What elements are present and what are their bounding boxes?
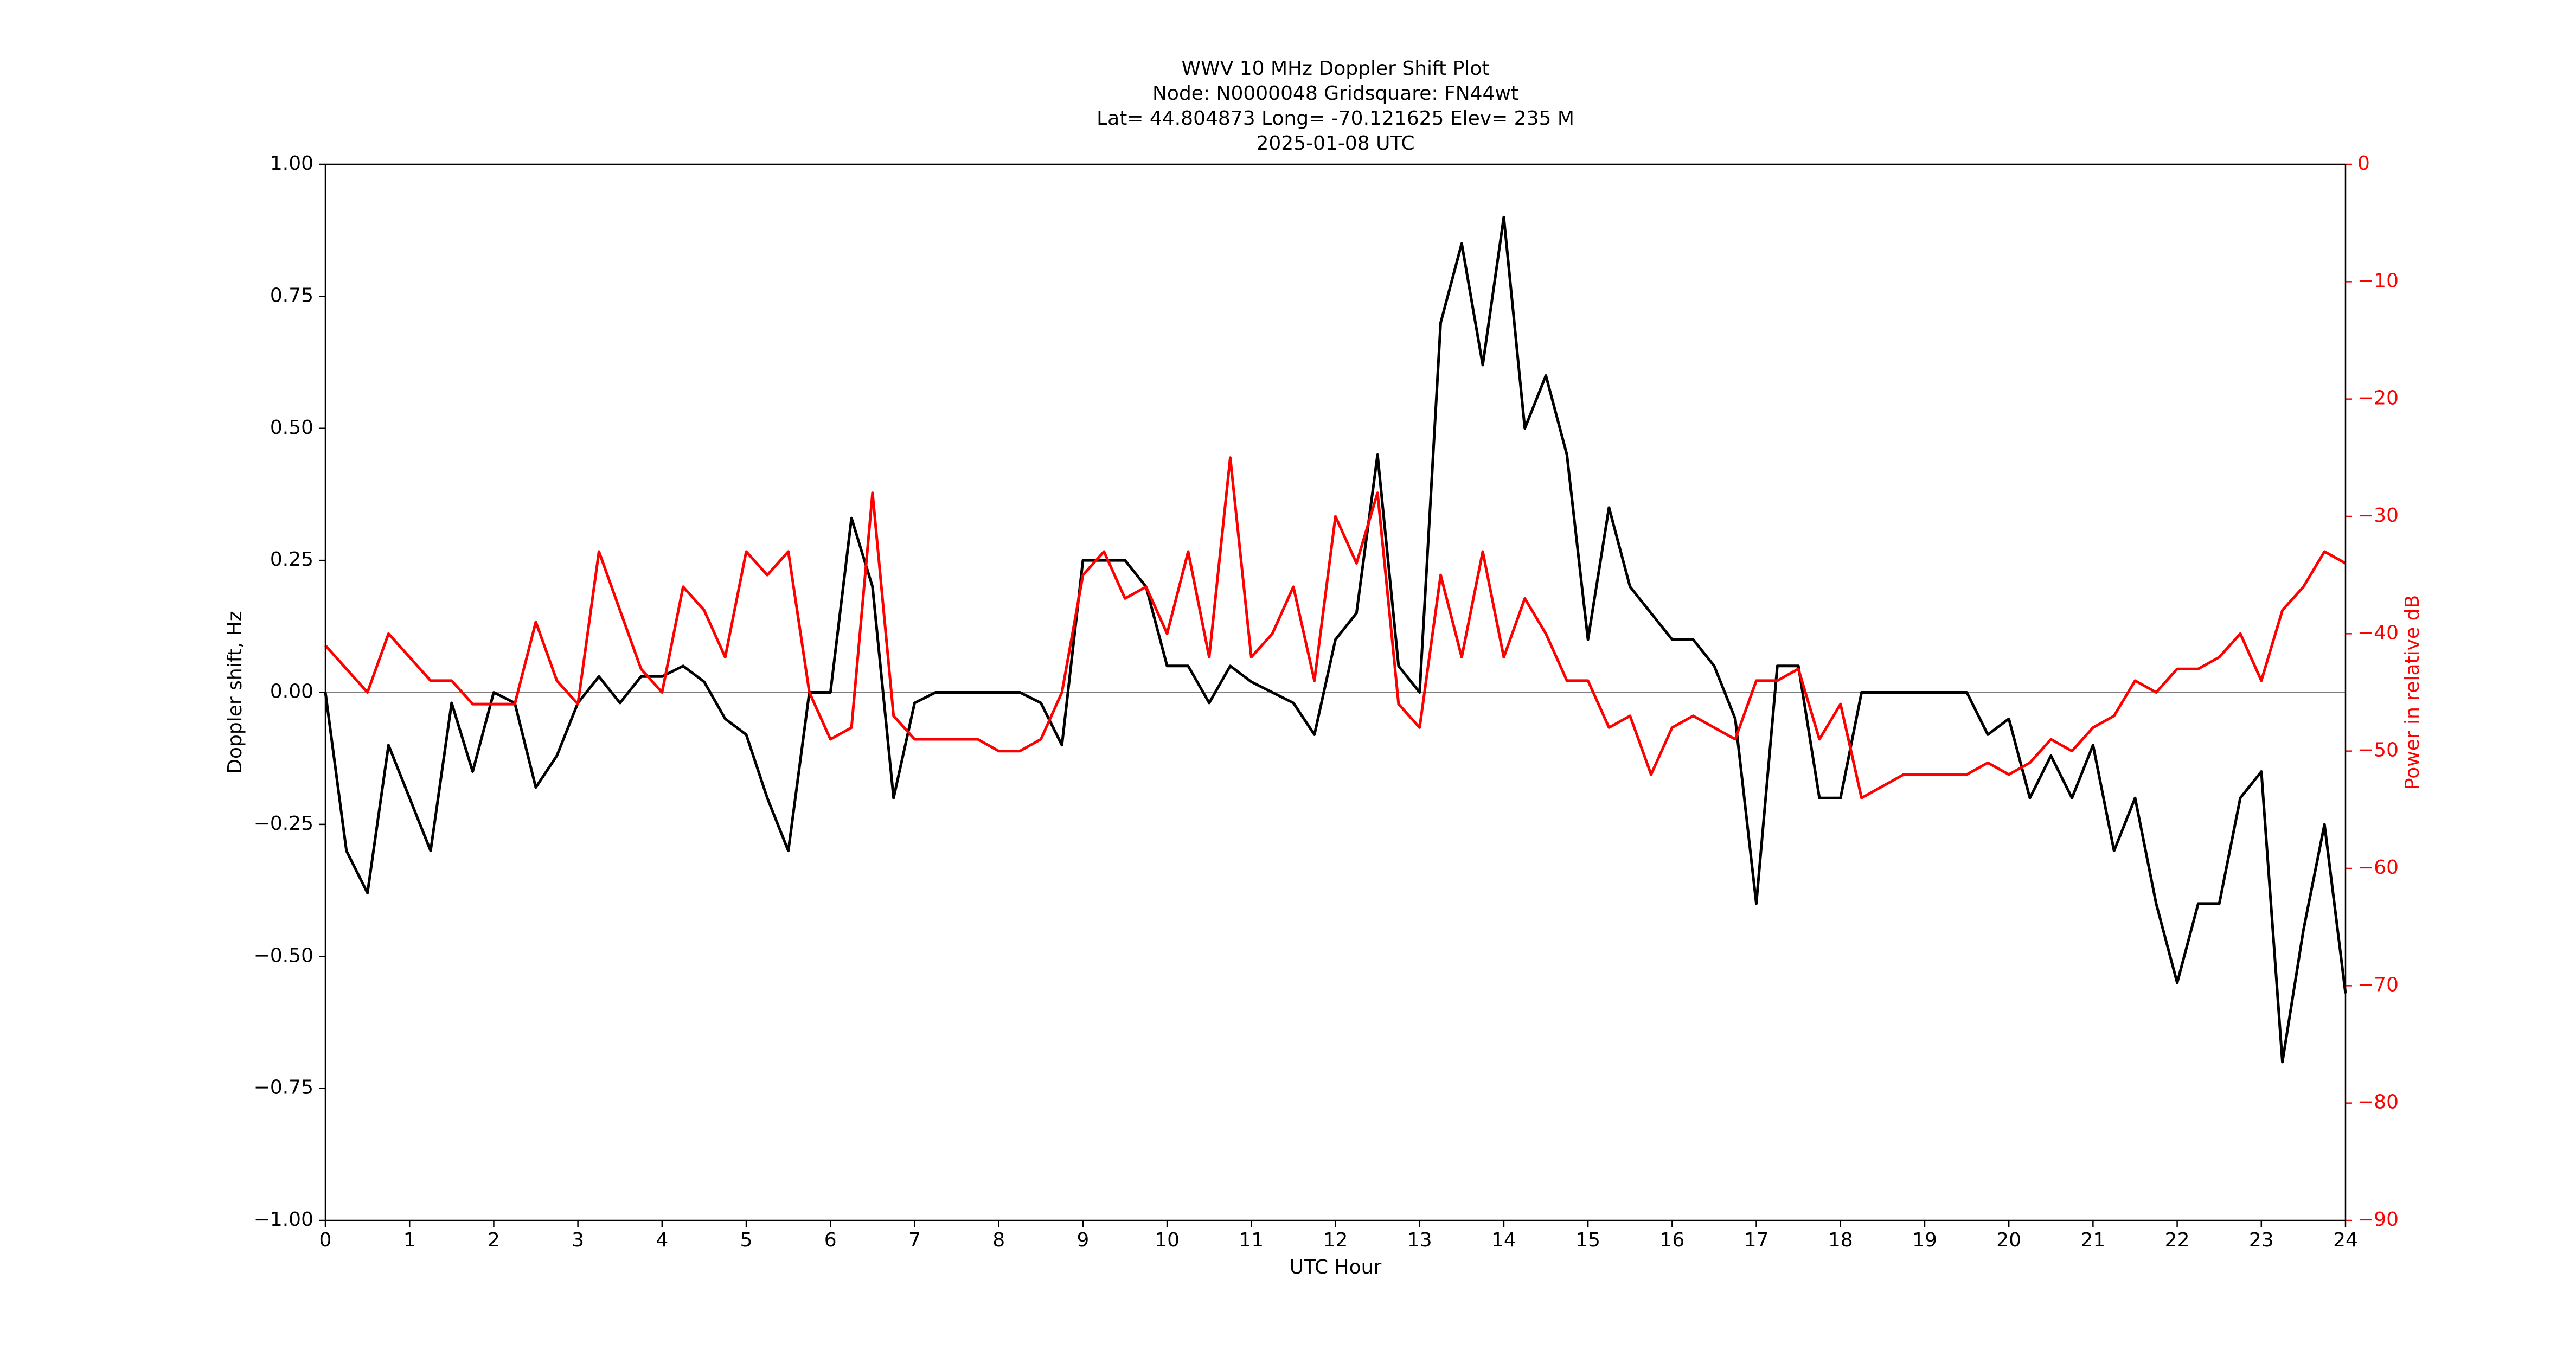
y2-tick-label: −80 [2357, 1091, 2399, 1114]
x-tick-label: 17 [1744, 1229, 1769, 1251]
y2-tick-label: 0 [2357, 152, 2370, 175]
y-tick-label: −1.00 [254, 1208, 313, 1231]
y2-tick-label: −70 [2357, 974, 2399, 996]
x-tick-label: 16 [1659, 1229, 1684, 1251]
y-tick-label: −0.50 [254, 944, 313, 967]
x-tick-label: 14 [1491, 1229, 1516, 1251]
x-tick-label: 8 [992, 1229, 1005, 1251]
y-tick-label: 0.25 [270, 548, 313, 571]
y-axis-label: Doppler shift, Hz [224, 611, 246, 773]
x-tick-label: 3 [572, 1229, 584, 1251]
x-tick-label: 12 [1323, 1229, 1348, 1251]
x-tick-label: 4 [656, 1229, 668, 1251]
y2-tick-label: −90 [2357, 1208, 2399, 1231]
y-tick-label: 0.75 [270, 284, 313, 306]
y2-axis-label: Power in relative dB [2401, 595, 2424, 790]
y-tick-label: −0.25 [254, 813, 313, 835]
y-tick-label: 1.00 [270, 152, 313, 175]
y2-tick-label: −10 [2357, 270, 2399, 292]
x-axis-label: UTC Hour [1290, 1256, 1382, 1278]
x-tick-label: 23 [2249, 1229, 2274, 1251]
x-tick-label: 7 [908, 1229, 921, 1251]
chart-title: Node: N0000048 Gridsquare: FN44wt [1152, 82, 1518, 105]
chart-title: 2025-01-08 UTC [1256, 132, 1414, 155]
x-tick-label: 5 [740, 1229, 753, 1251]
chart-title: WWV 10 MHz Doppler Shift Plot [1182, 57, 1490, 80]
x-tick-label: 15 [1575, 1229, 1600, 1251]
data-line [324, 456, 2347, 799]
x-tick-label: 21 [2080, 1229, 2105, 1251]
x-tick-label: 20 [1996, 1229, 2021, 1251]
x-tick-label: 1 [403, 1229, 416, 1251]
x-tick-label: 0 [319, 1229, 332, 1251]
x-tick-label: 9 [1076, 1229, 1089, 1251]
x-tick-label: 18 [1828, 1229, 1853, 1251]
plot-frame [324, 163, 2347, 1221]
chart-title: Lat= 44.804873 Long= -70.121625 Elev= 23… [1097, 107, 1574, 130]
x-tick-label: 2 [488, 1229, 500, 1251]
x-tick-label: 24 [2333, 1229, 2358, 1251]
data-line [324, 215, 2347, 1064]
x-tick-label: 19 [1912, 1229, 1937, 1251]
x-tick-label: 13 [1407, 1229, 1432, 1251]
y-tick-label: 0.00 [270, 681, 313, 703]
y-tick-label: −0.75 [254, 1077, 313, 1099]
x-tick-label: 22 [2165, 1229, 2190, 1251]
y-tick-label: 0.50 [270, 417, 313, 439]
y2-tick-label: −40 [2357, 622, 2399, 644]
y2-tick-label: −50 [2357, 739, 2399, 762]
y2-tick-label: −30 [2357, 504, 2399, 527]
y2-tick-label: −60 [2357, 856, 2399, 879]
x-tick-label: 6 [824, 1229, 837, 1251]
x-tick-label: 11 [1239, 1229, 1264, 1251]
y2-tick-label: −20 [2357, 387, 2399, 410]
x-tick-label: 10 [1155, 1229, 1180, 1251]
